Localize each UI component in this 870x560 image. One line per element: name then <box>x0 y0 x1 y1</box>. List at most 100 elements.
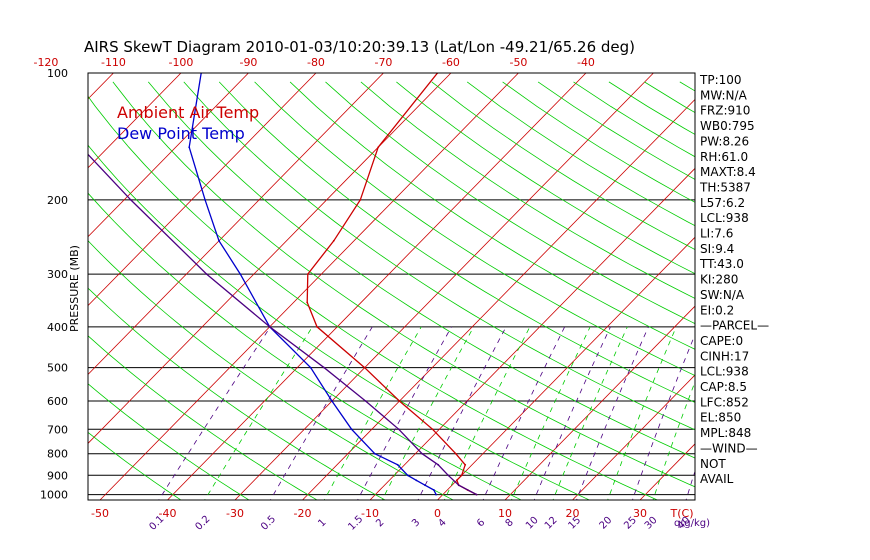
side-panel-item: L57:6.2 <box>700 196 745 210</box>
series-point <box>397 428 400 431</box>
mixing-ratio-unit-label: q(g/kg) <box>674 518 710 529</box>
pressure-tick-label: 1000 <box>40 489 68 502</box>
series-point <box>435 493 437 496</box>
series-point <box>377 146 380 149</box>
side-panel-item: MW:N/A <box>700 88 748 102</box>
mixing-ratio-line <box>533 326 611 500</box>
side-panel-item: KI:280 <box>700 273 738 287</box>
mixing-ratio-line <box>158 326 271 500</box>
series-point <box>415 479 418 482</box>
dry-adiabat-line <box>325 81 695 325</box>
bottom-temp-tick-label: -30 <box>226 507 244 520</box>
series-point <box>323 366 326 369</box>
dry-adiabat-line <box>254 81 695 376</box>
side-panel-item: PW:8.26 <box>700 134 749 148</box>
top-temp-tick-label: -70 <box>374 56 392 69</box>
mixing-ratio-line <box>576 326 649 500</box>
side-panel-item: LCL:938 <box>700 365 749 379</box>
series-point <box>188 146 191 149</box>
side-panel-item: WB0:795 <box>700 119 755 133</box>
side-panel-item: MPL:848 <box>700 426 751 440</box>
pressure-tick-label: 200 <box>47 194 68 207</box>
series-point <box>268 325 271 328</box>
bottom-temp-tick-label: 0 <box>434 507 441 520</box>
bottom-temp-tick-label: -20 <box>294 507 312 520</box>
isotherm-line <box>88 73 384 376</box>
series-point <box>80 146 82 148</box>
isotherm-line <box>0 73 46 500</box>
top-temp-tick-label: -40 <box>577 56 595 69</box>
temp-unit-label: T(C) <box>670 507 694 520</box>
dry-adiabat-line <box>88 192 523 500</box>
side-panel-item: SI:9.4 <box>700 242 734 256</box>
mixing-ratio-tick-label: 3 <box>410 517 422 529</box>
isotherm-line <box>843 73 870 500</box>
top-temp-tick-label: -110 <box>101 56 126 69</box>
series-point <box>129 199 132 201</box>
series-point <box>32 72 34 74</box>
top-temp-tick-label: -50 <box>509 56 527 69</box>
legend-dew-point-temp: Dew Point Temp <box>117 124 245 143</box>
series-point <box>331 400 333 402</box>
mixing-ratio-tick-label: 4 <box>436 517 448 529</box>
side-panel-item: —WIND— <box>700 441 758 455</box>
dry-adiabat-line <box>396 81 695 275</box>
series-point <box>316 325 318 328</box>
side-panel-item: AVAIL <box>700 472 734 486</box>
side-panel-item: RH:61.0 <box>700 150 748 164</box>
top-temp-tick-label: -60 <box>442 56 460 69</box>
isotherm-line <box>302 98 695 500</box>
dry-adiabat-line <box>289 81 695 350</box>
pressure-tick-label: 300 <box>47 268 68 281</box>
mixing-ratio-line <box>357 326 452 500</box>
isotherm-line <box>99 73 519 500</box>
series-point <box>364 400 367 402</box>
legend-ambient-air-temp: Ambient Air Temp <box>117 103 259 122</box>
pressure-tick-label: 600 <box>47 395 68 408</box>
top-temp-tick-label: -120 <box>33 56 58 69</box>
series-point <box>332 239 335 242</box>
y-axis-label: PRESSURE (MB) <box>68 245 81 332</box>
isotherm-line <box>369 167 695 500</box>
bottom-temp-tick-label: -50 <box>91 507 109 520</box>
series-point <box>309 366 312 369</box>
temperature-tick-labels: -50 -40 -30 -20 -10 0 10 20 30-120 -110 -100 -90 -80… <box>33 56 647 520</box>
side-panel-item: EI:0.2 <box>700 303 734 317</box>
pressure-tick-label: 400 <box>47 321 68 334</box>
series-point <box>454 452 457 455</box>
isotherm-line <box>234 73 654 500</box>
mixing-ratio-line <box>685 470 695 500</box>
mixing-ratio-tick-label: 10 <box>524 515 541 532</box>
side-panel-item: TP:100 <box>699 73 742 87</box>
chart-title: AIRS SkewT Diagram 2010-01-03/10:20:39.1… <box>84 38 635 56</box>
isotherm-line <box>775 73 870 500</box>
bottom-temp-tick-label: 30 <box>633 507 647 520</box>
pressure-tick-labels: 100 200 300 400 500 600 700 800 900 1000 <box>40 67 68 502</box>
side-panel-item: SW:N/A <box>700 288 745 302</box>
top-temp-tick-label: -90 <box>239 56 257 69</box>
side-panel-item: FRZ:910 <box>700 104 750 118</box>
series-point <box>218 239 220 242</box>
series-point <box>455 479 458 482</box>
bottom-temp-tick-label: -10 <box>361 507 379 520</box>
dry-adiabat-line <box>360 81 695 299</box>
series-point <box>363 366 366 369</box>
mixing-ratio-line <box>552 326 628 500</box>
series-point <box>306 273 309 276</box>
dry-adiabat-line <box>88 95 659 500</box>
isotherm-line <box>572 374 695 500</box>
series-point <box>205 273 208 276</box>
series-line <box>88 153 477 496</box>
mixing-ratio-line <box>510 326 591 500</box>
top-temp-tick-label: -100 <box>168 56 193 69</box>
series-point <box>239 273 242 276</box>
mixing-ratio-line <box>632 333 695 500</box>
series-point <box>359 199 362 201</box>
mixing-ratio-tick-label: 1 <box>316 517 328 529</box>
series-point <box>406 474 409 477</box>
series-point <box>432 489 435 491</box>
bottom-temp-tick-label: -40 <box>159 507 177 520</box>
profile-curves <box>32 72 478 496</box>
dry-adiabat-line <box>88 335 318 500</box>
